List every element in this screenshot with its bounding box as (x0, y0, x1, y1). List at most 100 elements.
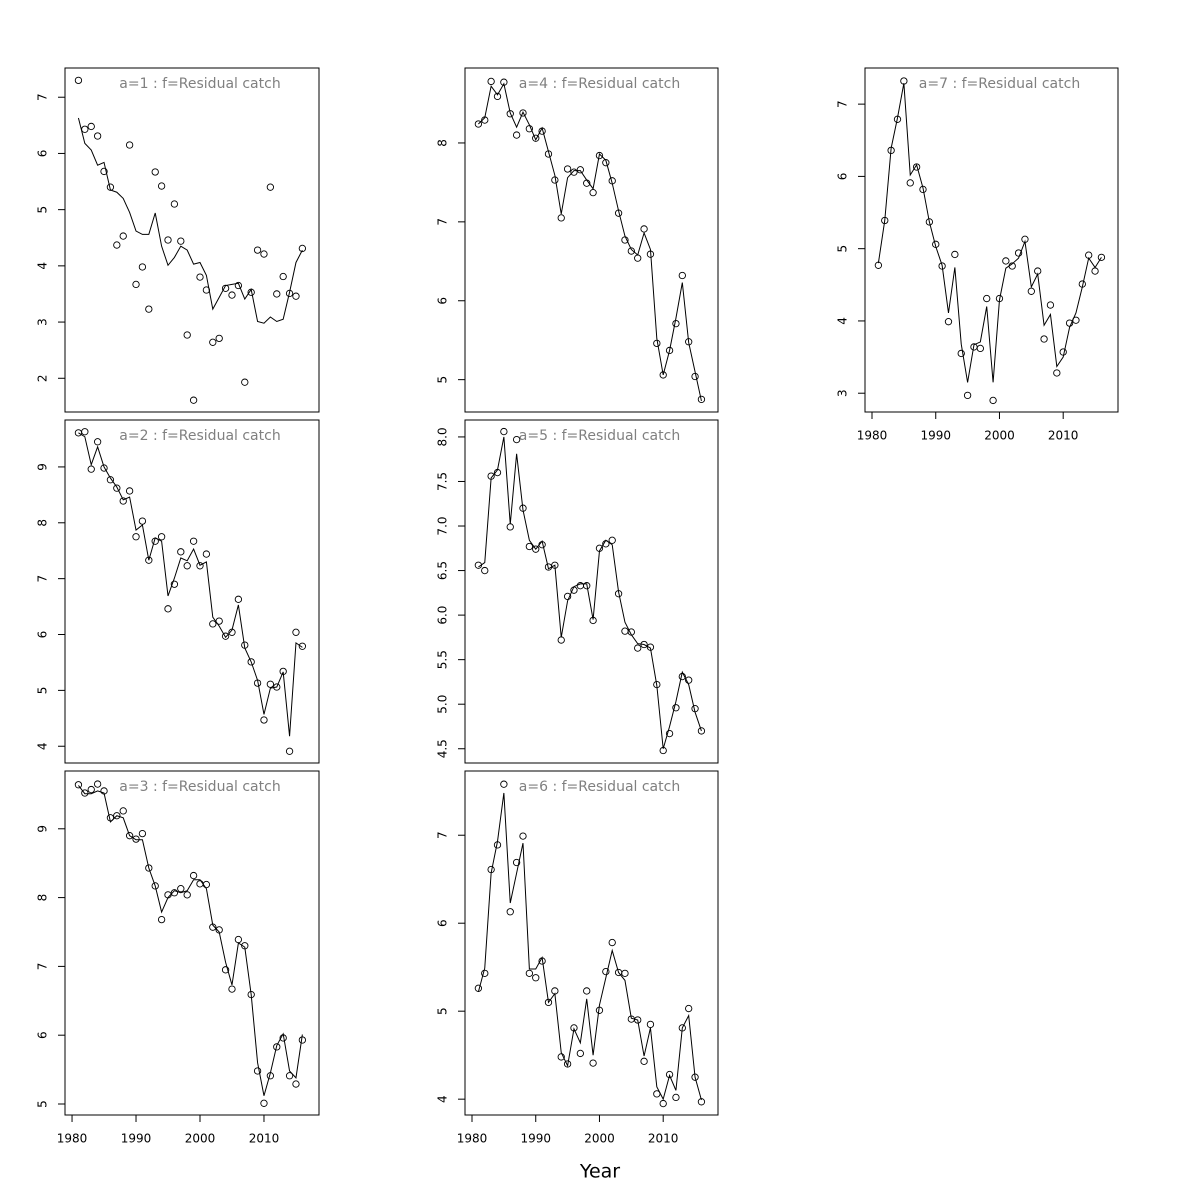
data-point (100, 167, 108, 176)
plot-frame (464, 67, 719, 413)
data-point (640, 1057, 648, 1065)
data-point (595, 151, 604, 160)
data-point (170, 889, 179, 897)
data-point (81, 789, 89, 797)
data-point (672, 704, 680, 712)
data-point (87, 785, 95, 794)
fitted-line (78, 785, 303, 1096)
data-point (253, 246, 262, 254)
data-point (659, 1099, 667, 1108)
data-point (164, 236, 172, 244)
data-point (298, 642, 307, 650)
y-tick-label: 5.0 (436, 695, 450, 714)
data-point (525, 969, 534, 978)
data-point (672, 1093, 680, 1102)
x-tick-label: 2010 (249, 1132, 280, 1146)
data-point (989, 396, 997, 405)
data-point (627, 247, 635, 255)
data-point (951, 250, 959, 259)
y-tick-label: 4 (836, 317, 850, 325)
data-point (697, 727, 706, 735)
data-point (93, 132, 102, 140)
plot-frame (64, 419, 320, 764)
data-point (177, 237, 185, 245)
data-point (189, 871, 198, 880)
data-point (170, 580, 179, 588)
data-point (247, 658, 255, 666)
data-point (74, 76, 83, 85)
data-point (87, 465, 95, 473)
data-point (500, 427, 508, 436)
y-tick-label: 8.0 (436, 427, 450, 446)
data-point (481, 566, 489, 575)
data-point (221, 632, 230, 640)
data-point (74, 781, 83, 789)
data-point (234, 595, 243, 603)
data-point (697, 395, 706, 404)
data-point (557, 1053, 565, 1061)
y-tick-label: 8 (36, 894, 50, 902)
y-tick-label: 4 (436, 1095, 450, 1103)
data-point (519, 109, 527, 117)
data-point (678, 271, 686, 280)
data-point (487, 77, 495, 86)
data-point (1091, 267, 1099, 275)
data-point (125, 832, 134, 840)
data-point (170, 200, 179, 208)
y-tick-label: 2 (36, 374, 50, 382)
data-point (532, 974, 540, 982)
plot-frame (64, 67, 320, 413)
x-tick-label: 2010 (1048, 429, 1079, 443)
data-point (273, 683, 281, 691)
data-point (164, 605, 172, 613)
y-tick-label: 7.0 (436, 516, 450, 535)
data-point (93, 780, 102, 788)
data-point (253, 1067, 262, 1075)
data-point (634, 644, 642, 652)
x-tick-label: 1990 (520, 1132, 551, 1146)
plot-frame (64, 770, 320, 1116)
data-point (138, 263, 147, 271)
data-point (285, 1072, 294, 1080)
y-tick-label: 6 (436, 297, 450, 305)
data-point (228, 291, 236, 299)
data-point (493, 92, 502, 101)
data-point (87, 122, 95, 131)
y-tick-label: 4.5 (436, 739, 450, 758)
data-point (640, 225, 648, 233)
data-point (685, 1004, 693, 1013)
y-tick-label: 6.0 (436, 606, 450, 625)
data-point (125, 141, 134, 149)
data-point (665, 1070, 674, 1079)
data-point (646, 1020, 655, 1029)
y-tick-label: 8 (36, 519, 50, 527)
plot-frame (464, 770, 719, 1116)
data-point (691, 372, 699, 381)
data-point (665, 729, 674, 738)
data-point (183, 562, 191, 570)
x-tick-label: 1990 (920, 429, 951, 443)
data-point (474, 120, 483, 128)
x-axis-label: Year (579, 1161, 620, 1183)
y-tick-label: 5 (36, 687, 50, 695)
data-point (506, 908, 514, 916)
panel-title: a=4 : f=Residual catch (519, 76, 680, 92)
x-tick-label: 1980 (57, 1132, 88, 1146)
data-point (132, 835, 140, 843)
data-point (183, 331, 191, 339)
data-point (506, 523, 514, 531)
y-tick-label: 5 (436, 376, 450, 384)
data-point (963, 391, 972, 400)
data-point (151, 882, 159, 890)
data-point (209, 338, 217, 346)
data-point (1027, 287, 1035, 295)
data-point (260, 1099, 268, 1107)
data-point (519, 832, 527, 840)
data-point (512, 435, 521, 444)
x-tick-label: 1980 (857, 429, 888, 443)
data-point (1097, 253, 1106, 261)
data-point (177, 884, 185, 893)
y-tick-label: 9 (36, 463, 50, 471)
data-point (119, 232, 127, 240)
data-point (81, 428, 89, 436)
